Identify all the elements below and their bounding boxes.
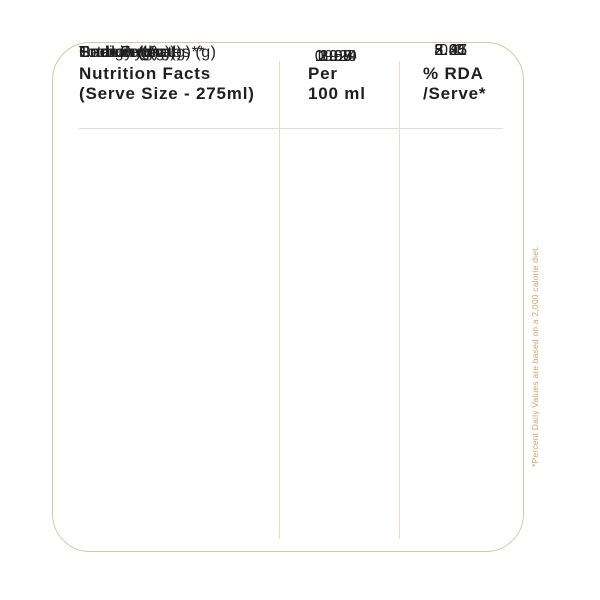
- per-100ml-value: 19.0: [319, 48, 353, 65]
- nutrient-label: Total Sugar (g)**: [79, 44, 205, 61]
- per-100ml-value: 1.09: [319, 48, 353, 65]
- table-row: Protein (g) 1.09 5.45: [53, 42, 523, 69]
- header-per-line1: Per: [308, 64, 338, 83]
- per-100ml-value: 3.68: [319, 48, 353, 65]
- rda-value: 2.07: [434, 42, 468, 59]
- nutrient-label: Total Fat (g): [79, 44, 171, 61]
- header-col-nutrition-facts: Nutrition Facts (Serve Size - 275ml): [79, 64, 255, 104]
- header-rda-line1: % RDA: [423, 64, 484, 83]
- nutrient-label: Carbohydrates (g): [79, 44, 217, 61]
- rda-value: 2.41: [434, 42, 468, 59]
- header-per-line2: 100 ml: [308, 84, 366, 103]
- header-rule: [79, 128, 503, 129]
- table-row: Total Sugar (g)** 2.97 8.25: [53, 42, 523, 69]
- daily-values-footnote: *Percent Daily Values are based on a 2,0…: [530, 245, 540, 467]
- header-col-per-100ml: Per 100 ml: [308, 64, 366, 104]
- per-100ml-value: 19.29: [314, 48, 358, 65]
- table-row: Energy (Kcal) 19.29 2.41: [53, 42, 523, 69]
- rda-value: 5.45: [434, 42, 468, 59]
- nutrient-label: Sodium (mg): [79, 44, 177, 61]
- table-row: Sodium (mg) 19.0 2.07: [53, 42, 523, 69]
- rda-value: 3.35: [434, 42, 468, 59]
- column-divider-1: [279, 61, 280, 539]
- column-divider-2: [399, 61, 400, 539]
- header-col-rda: % RDA /Serve*: [423, 64, 486, 104]
- nutrient-label: Protein (g): [79, 44, 160, 61]
- per-100ml-value: 2.97: [319, 48, 353, 65]
- header-rda-line2: /Serve*: [423, 84, 487, 103]
- per-100ml-value: 0.024: [314, 48, 358, 65]
- nutrition-facts-card: Nutrition Facts (Serve Size - 275ml) Per…: [52, 42, 524, 552]
- rda-value: 8.25: [434, 42, 468, 59]
- table-row: Total Fat (g) 0.024 0.1: [53, 42, 523, 69]
- header-title-line2: (Serve Size - 275ml): [79, 84, 255, 103]
- nutrient-label: Energy (Kcal): [79, 44, 183, 61]
- header-title-line1: Nutrition Facts: [79, 64, 211, 83]
- table-row: Carbohydrates (g) 3.68 3.35: [53, 42, 523, 69]
- rda-value: 0.1: [439, 42, 463, 59]
